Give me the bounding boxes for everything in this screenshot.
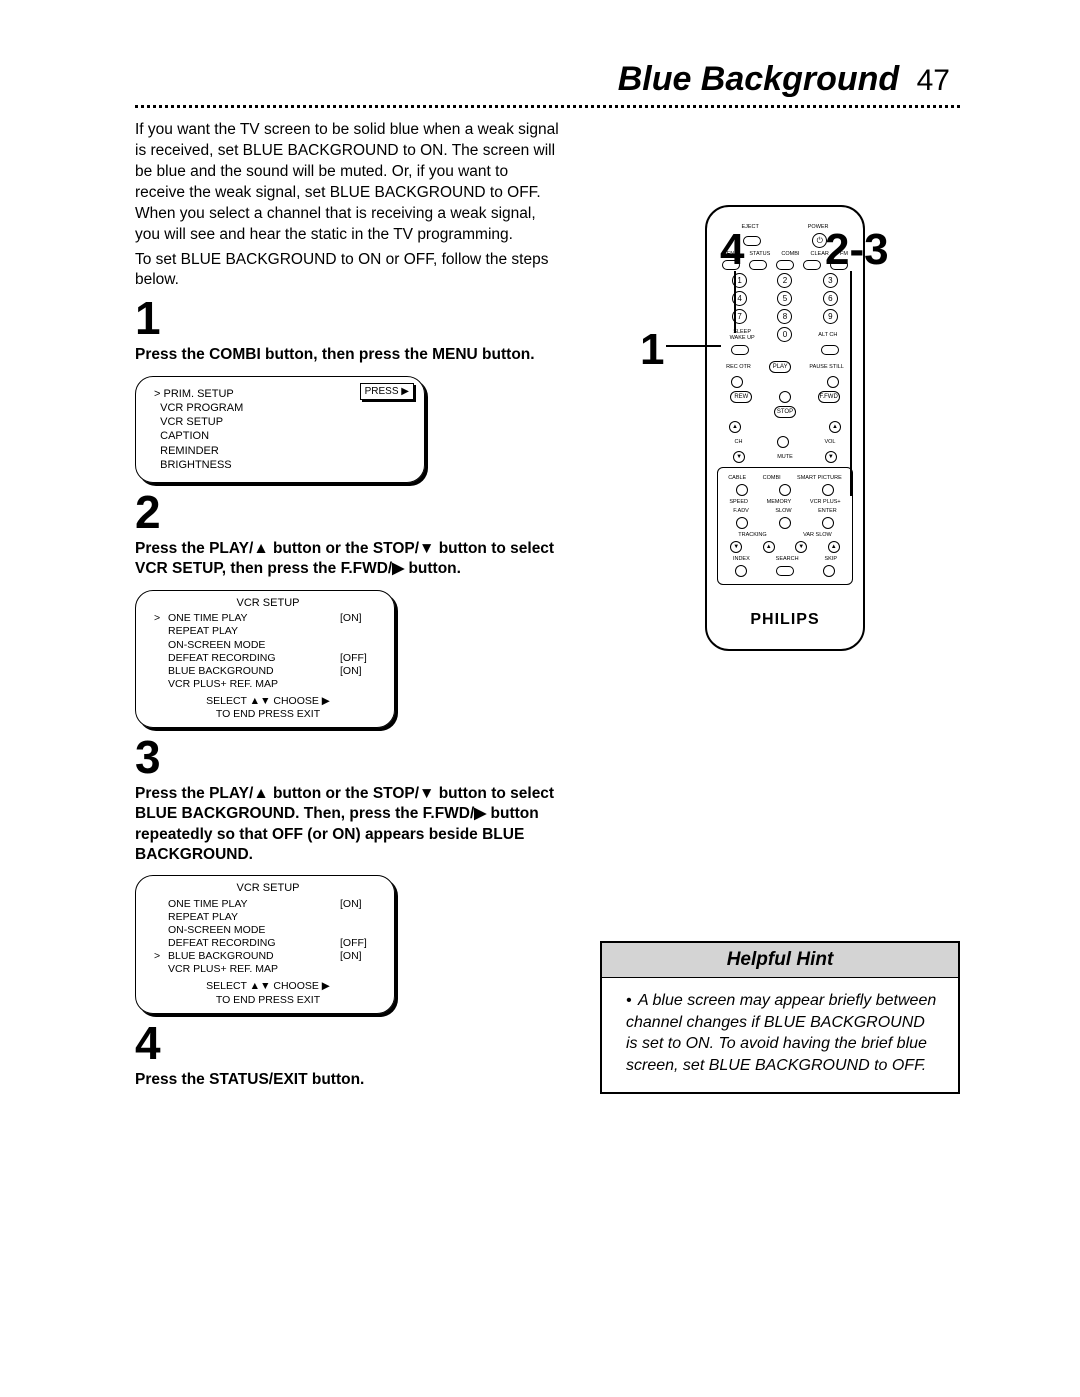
menu3-footer1: SELECT ▲▼ CHOOSE ▶ — [154, 980, 382, 993]
track-down[interactable]: ▼ — [730, 541, 742, 553]
brand-label: PHILIPS — [717, 611, 853, 629]
hint-text: A blue screen may appear briefly between… — [626, 992, 936, 1074]
menu3-line: DEFEAT RECORDING[OFF] — [154, 937, 382, 950]
digit-3[interactable]: 3 — [823, 273, 838, 288]
hint-title: Helpful Hint — [602, 943, 958, 978]
step-2-number: 2 — [135, 489, 560, 535]
menu2-footer1: SELECT ▲▼ CHOOSE ▶ — [154, 695, 382, 708]
menu1-item: CAPTION — [154, 429, 410, 443]
callout-line — [850, 271, 852, 496]
slow-button[interactable] — [779, 517, 791, 529]
intro-text: If you want the TV screen to be solid bl… — [135, 120, 560, 246]
page-title: Blue Background — [618, 60, 899, 98]
play-button[interactable]: PLAY — [769, 361, 791, 373]
menu3-line: VCR PLUS+ REF. MAP — [154, 963, 382, 976]
combi-button-2[interactable] — [779, 484, 791, 496]
stop-button[interactable]: STOP — [774, 406, 796, 418]
step-1-title: Press the COMBI button, then press the M… — [135, 345, 560, 365]
menu2-line: >ONE TIME PLAY[ON] — [154, 612, 382, 625]
index-button[interactable] — [735, 565, 747, 577]
center-button[interactable] — [779, 391, 791, 403]
ch-down[interactable]: ▼ — [733, 451, 745, 463]
menu2-line: VCR PLUS+ REF. MAP — [154, 678, 382, 691]
left-column: If you want the TV screen to be solid bl… — [135, 120, 560, 1100]
menu3-line: ONE TIME PLAY[ON] — [154, 898, 382, 911]
digit-0[interactable]: 0 — [777, 327, 792, 342]
menu3-line: REPEAT PLAY — [154, 911, 382, 924]
step-3-number: 3 — [135, 734, 560, 780]
eject-button[interactable] — [743, 236, 761, 246]
helpful-hint-box: Helpful Hint •A blue screen may appear b… — [600, 941, 960, 1094]
menu-2-screenbox: VCR SETUP >ONE TIME PLAY[ON] REPEAT PLAY… — [135, 590, 395, 729]
menu3-header: VCR SETUP — [154, 882, 382, 896]
callout-23: 2-3 — [825, 225, 889, 275]
vol-up[interactable]: ▲ — [829, 421, 841, 433]
callout-line — [734, 271, 736, 333]
menu-1-screenbox: PRESS ▶ > PRIM. SETUP VCR PROGRAM VCR SE… — [135, 376, 425, 484]
divider-dots — [135, 105, 960, 108]
intro-text-2: To set BLUE BACKGROUND to ON or OFF, fol… — [135, 250, 560, 292]
menu2-header: VCR SETUP — [154, 597, 382, 611]
callout-line — [666, 345, 721, 347]
ch-up[interactable]: ▲ — [729, 421, 741, 433]
rec-button[interactable] — [731, 376, 743, 388]
step-1-number: 1 — [135, 295, 560, 341]
page-number: 47 — [917, 64, 950, 97]
menu3-line: ON-SCREEN MODE — [154, 924, 382, 937]
pause-button[interactable] — [827, 376, 839, 388]
step-2-title: Press the PLAY/▲ button or the STOP/▼ bu… — [135, 539, 560, 579]
enter-button[interactable] — [822, 517, 834, 529]
search-button[interactable] — [776, 566, 794, 576]
digit-8[interactable]: 8 — [777, 309, 792, 324]
callout-4: 4 — [720, 225, 744, 275]
menu2-line: REPEAT PLAY — [154, 625, 382, 638]
menu1-item: VCR SETUP — [154, 415, 410, 429]
menu1-item: BRIGHTNESS — [154, 458, 410, 472]
combi-button[interactable] — [776, 260, 794, 270]
vol-down[interactable]: ▼ — [825, 451, 837, 463]
slow-up[interactable]: ▲ — [828, 541, 840, 553]
slow-down[interactable]: ▼ — [795, 541, 807, 553]
menu1-item: VCR PROGRAM — [154, 401, 410, 415]
menu3-line: >BLUE BACKGROUND[ON] — [154, 950, 382, 963]
step-4-title: Press the STATUS/EXIT button. — [135, 1070, 560, 1090]
fadv-button[interactable] — [736, 517, 748, 529]
digit-5[interactable]: 5 — [777, 291, 792, 306]
clear-button[interactable] — [803, 260, 821, 270]
menu3-footer2: TO END PRESS EXIT — [154, 994, 382, 1007]
menu1-item: REMINDER — [154, 444, 410, 458]
mute-button[interactable] — [777, 436, 789, 448]
menu2-line: ON-SCREEN MODE — [154, 639, 382, 652]
step-4-number: 4 — [135, 1020, 560, 1066]
page-header: Blue Background 47 — [135, 60, 960, 99]
ffwd-button[interactable]: F.FWD — [818, 391, 840, 403]
digit-9[interactable]: 9 — [823, 309, 838, 324]
digit-6[interactable]: 6 — [823, 291, 838, 306]
right-column: 4 2-3 1 EJECT POWER ⏻ MENU STATUS CO — [590, 120, 960, 1100]
callout-1: 1 — [640, 325, 664, 375]
menu-3-screenbox: VCR SETUP ONE TIME PLAY[ON] REPEAT PLAY … — [135, 875, 395, 1014]
remote-diagram: 4 2-3 1 EJECT POWER ⏻ MENU STATUS CO — [610, 205, 960, 651]
track-up[interactable]: ▲ — [763, 541, 775, 553]
lower-panel: CABLECOMBISMART PICTURE SPEEDMEMORYVCR P… — [717, 467, 853, 585]
menu2-footer2: TO END PRESS EXIT — [154, 708, 382, 721]
menu2-line: BLUE BACKGROUND[ON] — [154, 665, 382, 678]
digit-2[interactable]: 2 — [777, 273, 792, 288]
cable-button[interactable] — [736, 484, 748, 496]
skip-button[interactable] — [823, 565, 835, 577]
hint-body: •A blue screen may appear briefly betwee… — [602, 978, 958, 1092]
smart-button[interactable] — [822, 484, 834, 496]
altch-button[interactable] — [821, 345, 839, 355]
status-button[interactable] — [749, 260, 767, 270]
step-3-title: Press the PLAY/▲ button or the STOP/▼ bu… — [135, 784, 560, 865]
menu2-line: DEFEAT RECORDING[OFF] — [154, 652, 382, 665]
sleep-button[interactable] — [731, 345, 749, 355]
press-button-label: PRESS ▶ — [360, 383, 414, 400]
rew-button[interactable]: REW — [730, 391, 752, 403]
